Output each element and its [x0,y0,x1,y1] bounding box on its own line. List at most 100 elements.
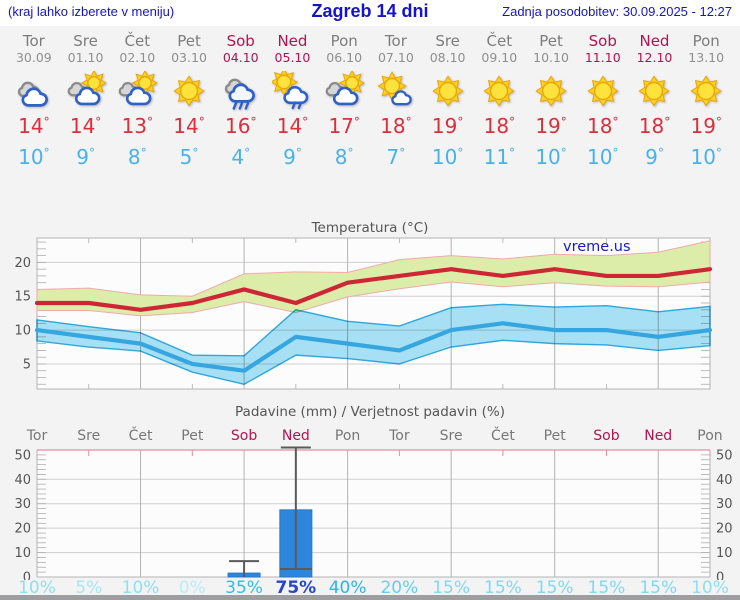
day-name: Pon [692,32,720,50]
min-temperature: 10° [587,145,619,169]
precip-day-label: Tor [26,428,48,444]
min-temperature: 10° [535,145,567,169]
precip-y-axis-label-left: 40 [14,473,31,488]
day-name: Ned [277,32,308,50]
sun-icon [163,71,215,111]
max-temperature: 13° [121,114,154,138]
sun-rain-icon [267,67,319,111]
day-name: Pon [330,32,358,50]
sun-icon [577,71,629,111]
precip-probability: 40% [328,578,367,598]
forecast-day: Pon 13.10 19° 10° [680,26,732,176]
precip-y-axis-label-left: 10 [14,546,31,561]
forecast-day: Sre 01.10 14° 9° [60,26,112,176]
forecast-day: Tor 07.10 18° 7° [370,26,422,176]
day-date: 12.10 [636,50,673,65]
day-date: 11.10 [584,50,621,65]
day-name: Tor [384,32,407,50]
forecast-day: Pet 03.10 14° 5° [163,26,215,176]
min-temperature: 10° [690,145,722,169]
watermark-link[interactable]: vreme.us [563,239,631,255]
forecast-day: Pon 06.10 17° 8° [318,26,370,176]
page-title: Zagreb 14 dni [311,1,429,21]
precip-y-axis-label-right: 40 [716,473,733,488]
max-temperature: 14° [173,114,205,138]
max-temperature: 14° [69,114,102,138]
temp-y-axis-label: 5 [23,357,31,372]
day-name: Tor [22,32,45,50]
sun-icon [629,71,681,111]
precip-probability: 15% [535,578,574,598]
last-updated-timestamp: Zadnja posodobitev: 30.09.2025 - 12:27 [502,4,732,19]
precip-day-label: Sre [77,428,101,444]
max-temperature: 18° [638,114,671,138]
precip-y-axis-label-left: 30 [14,497,31,512]
day-date: 06.10 [326,50,363,65]
min-temperature: 5° [179,145,199,169]
precip-probability: 15% [639,578,678,598]
forecast-day: Čet 09.10 18° 11° [473,26,525,176]
precipitation-day-axis: Tor Sre Čet Pet Sob Ned Pon Tor Sre Čet Pet Sob Ned P… [0,428,740,445]
day-name: Sre [435,32,460,50]
precip-day-label: Ned [281,428,310,444]
day-date: 30.09 [15,50,52,65]
sun-icon [473,71,525,111]
precipitation-bar [279,509,313,578]
max-temperature: 19° [535,114,567,138]
precip-probability: 75% [275,578,317,598]
precip-y-axis-label-right: 30 [716,497,733,512]
day-name: Čet [486,32,513,50]
precip-day-label: Pon [697,428,723,444]
min-temperature: 8° [334,145,354,169]
precip-probability: 0% [178,578,206,598]
max-temperature: 18° [587,114,619,138]
precip-day-label: Pet [181,428,204,444]
day-name: Sob [226,32,255,50]
precip-y-axis-label-left: 50 [14,448,31,463]
day-date: 10.10 [533,50,569,65]
sun-icon [422,71,474,111]
forecast-day: Ned 05.10 14° 9° [267,26,319,176]
min-temperature: 8° [127,145,147,169]
forecast-day: Ned 12.10 18° 9° [629,26,681,176]
day-date: 04.10 [222,50,259,65]
forecast-day: Sre 08.10 19° 10° [422,26,474,176]
max-temperature: 19° [690,114,722,138]
forecast-day-strip: Tor 30.09 14° 10° Sre 01.10 14° 9° Čet 02.10 13° 8°… [8,26,732,176]
max-temperature: 16° [225,114,257,138]
day-date: 08.10 [429,50,466,65]
forecast-day: Sob 11.10 18° 10° [577,26,629,176]
min-temperature: 9° [76,145,95,169]
temp-y-axis-label: 15 [14,290,31,305]
precip-probability: 35% [225,578,263,598]
forecast-day: Pet 10.10 19° 10° [525,26,577,176]
day-date: 05.10 [274,50,311,65]
precip-y-axis-label-right: 20 [716,522,733,537]
precip-y-axis-label-right: 50 [716,448,733,463]
sun-icon [525,71,577,111]
day-name: Čet [124,32,151,50]
precip-probability: 15% [587,578,626,598]
temp-y-axis-label: 10 [14,324,31,339]
precip-probability: 15% [484,578,522,598]
location-menu-hint: (kraj lahko izberete v meniju) [8,4,175,19]
precip-day-label: Sre [439,428,463,444]
cloud-sun-icon [111,69,163,111]
precip-probability: 10% [691,578,729,598]
max-temperature: 18° [483,114,516,138]
precip-probability: 5% [75,578,103,598]
forecast-day: Čet 02.10 13° 8° [111,26,163,176]
day-date: 02.10 [119,50,156,65]
precip-y-axis-label-right: 10 [716,546,733,561]
min-temperature: 7° [386,145,406,169]
precip-day-label: Pon [334,428,361,444]
min-temperature: 9° [283,145,302,169]
precip-probability: 15% [432,578,471,598]
precip-day-label: Sob [593,428,620,444]
precip-probability: 10% [121,578,160,598]
min-temperature: 10° [18,145,50,169]
day-name: Ned [639,32,670,50]
precip-y-axis-label-left: 20 [14,522,31,537]
precip-day-label: Čet [490,428,515,444]
